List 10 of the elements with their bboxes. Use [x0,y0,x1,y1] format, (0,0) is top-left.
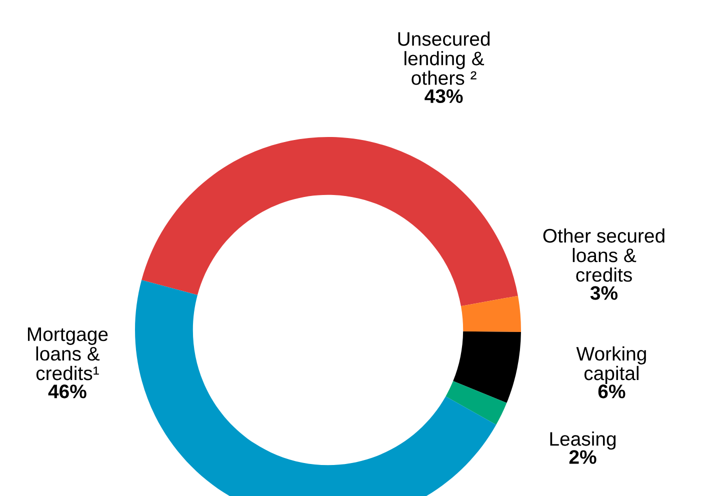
slice-label: Leasing [550,432,616,450]
slice-label: Unsecured lending & others ² [398,32,490,85]
data-label: 2% [569,450,596,464]
slice-label: Other secured loans & credits [543,228,664,282]
slice-label: Working capital [576,346,646,384]
data-label: 46% [48,384,86,398]
slice-label: Mortgage loans & credits¹ [28,328,108,380]
data-label: 3% [590,286,618,300]
data-label: 6% [598,384,626,398]
data-label: 43% [424,89,463,104]
